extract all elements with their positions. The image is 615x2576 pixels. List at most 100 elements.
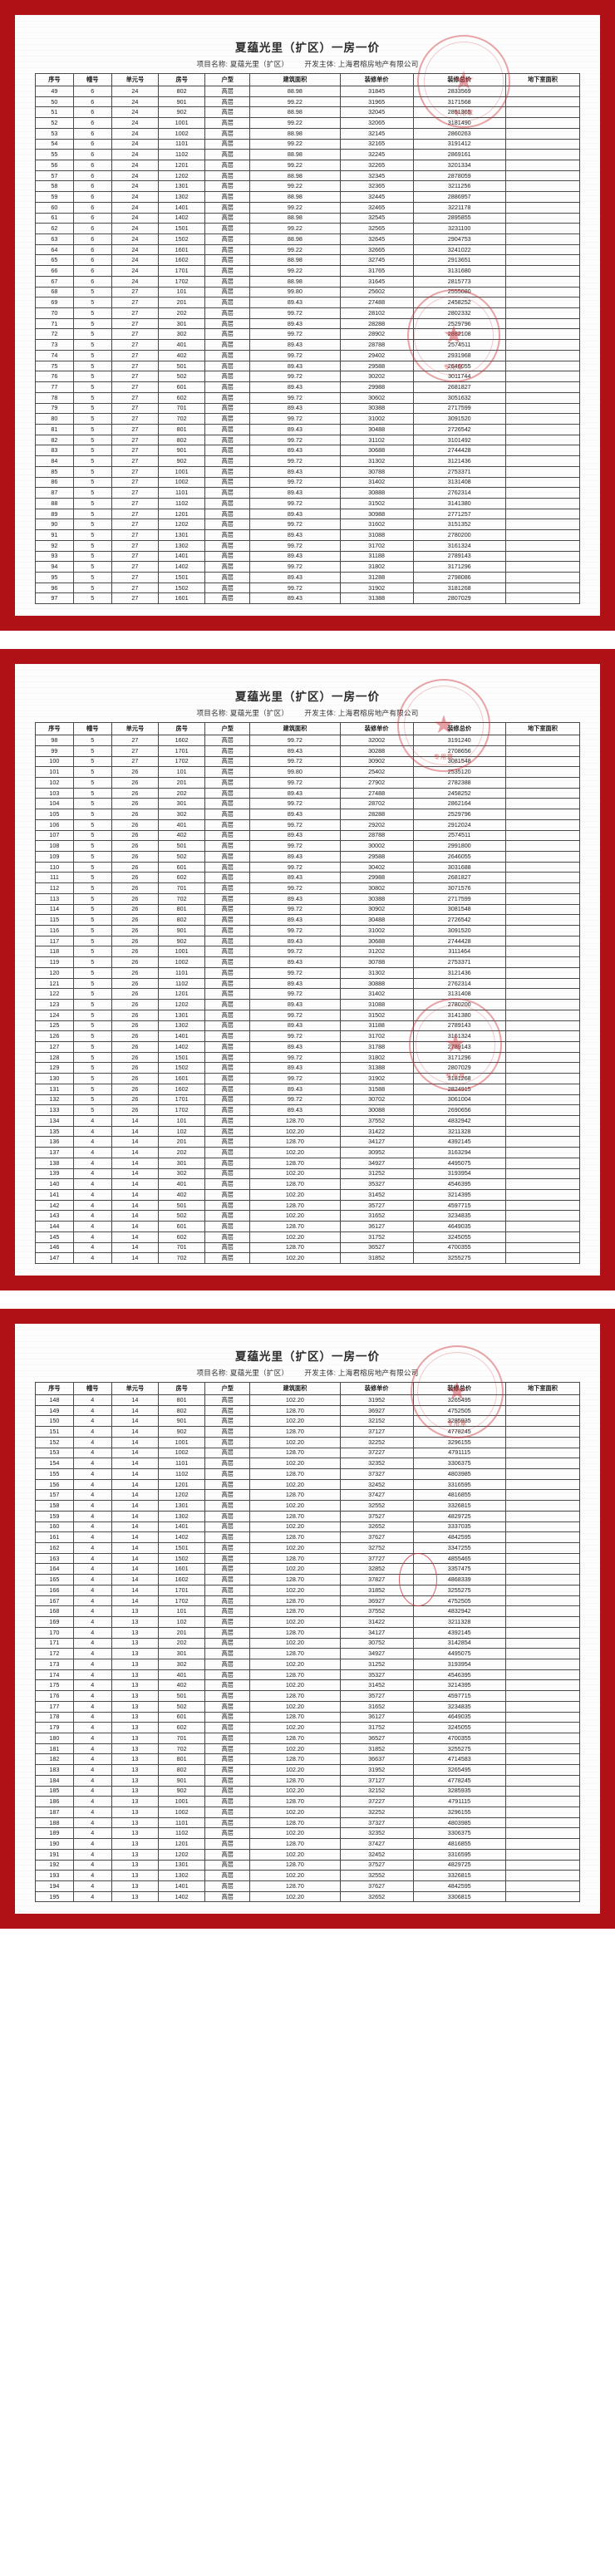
table-row: 75 5 27 501 高层 89.43 29588 2646055 xyxy=(35,360,581,372)
cell-户型: 高层 xyxy=(204,1447,251,1459)
table-row: 180 4 13 701 高层 128.70 36527 4700355 xyxy=(35,1732,581,1744)
table-head: 序号 幢号 单元号 房号 户型 建筑面积 装修单价 装修总价 地下室面积 xyxy=(35,722,581,736)
cell-户型: 高层 xyxy=(204,956,251,968)
cell-地下室面积 xyxy=(504,519,581,531)
cell-地下室面积 xyxy=(504,497,581,509)
cell-户型: 高层 xyxy=(204,1241,251,1254)
cell-地下室面积 xyxy=(504,413,581,425)
cell-建筑面积: 128.70 xyxy=(249,1468,341,1480)
cell-户型: 高层 xyxy=(204,999,251,1010)
cell-户型: 高层 xyxy=(204,180,251,193)
cell-装修单价: 31422 xyxy=(339,1616,414,1628)
cell-序号: 82 xyxy=(35,434,74,446)
cell-单元号: 26 xyxy=(111,999,160,1010)
cell-装修总价: 2753371 xyxy=(412,956,506,968)
cell-户型: 高层 xyxy=(204,1020,251,1032)
cell-幢号: 6 xyxy=(72,96,112,108)
cell-单元号: 24 xyxy=(111,243,160,256)
cell-房号: 1602 xyxy=(158,1083,206,1095)
cell-装修单价: 32552 xyxy=(339,1500,414,1512)
cell-装修总价: 2646055 xyxy=(412,360,506,372)
cell-装修总价: 3296155 xyxy=(412,1807,506,1818)
cell-装修总价: 3326815 xyxy=(412,1870,506,1882)
cell-地下室面积 xyxy=(504,1040,581,1053)
cell-序号: 173 xyxy=(35,1658,74,1670)
cell-地下室面积 xyxy=(504,1859,581,1871)
cell-装修单价: 37827 xyxy=(339,1574,414,1585)
cell-单元号: 14 xyxy=(111,1531,160,1544)
cell-装修总价: 3306375 xyxy=(412,1458,506,1469)
cell-幢号: 5 xyxy=(72,297,112,309)
cell-序号: 176 xyxy=(35,1690,74,1702)
cell-户型: 高层 xyxy=(204,1073,251,1084)
column-header-0: 序号 xyxy=(35,73,74,86)
cell-房号: 402 xyxy=(158,349,206,361)
cell-幢号: 4 xyxy=(72,1796,112,1807)
cell-装修单价: 28788 xyxy=(339,829,414,842)
table-row: 150 4 14 901 高层 102.20 32152 3285935 xyxy=(35,1415,581,1428)
column-header-0: 序号 xyxy=(35,1382,74,1395)
cell-建筑面积: 128.70 xyxy=(249,1157,341,1169)
cell-房号: 1402 xyxy=(158,212,206,224)
cell-幢号: 4 xyxy=(72,1637,112,1649)
cell-地下室面积 xyxy=(504,265,581,277)
cell-户型: 高层 xyxy=(204,1168,251,1180)
cell-地下室面积 xyxy=(504,1125,581,1138)
table-row: 125 5 26 1302 高层 89.43 31188 2789143 xyxy=(35,1020,581,1032)
cell-装修总价: 4803985 xyxy=(412,1468,506,1480)
cell-单元号: 13 xyxy=(111,1711,160,1723)
cell-建筑面积: 128.70 xyxy=(249,1732,341,1744)
cell-装修总价: 4649035 xyxy=(412,1221,506,1232)
cell-单元号: 26 xyxy=(111,977,160,990)
table-row: 68 5 27 101 高层 99.80 25602 2555080 xyxy=(35,286,581,298)
cell-单元号: 13 xyxy=(111,1880,160,1892)
table-row: 155 4 14 1102 高层 128.70 37327 4803985 xyxy=(35,1468,581,1480)
cell-房号: 502 xyxy=(158,1210,206,1222)
cell-幢号: 5 xyxy=(72,339,112,351)
cell-幢号: 5 xyxy=(72,988,112,1000)
cell-地下室面积 xyxy=(504,1658,581,1670)
cell-单元号: 24 xyxy=(111,212,160,224)
cell-序号: 71 xyxy=(35,317,74,330)
cell-建筑面积: 88.98 xyxy=(249,85,341,97)
cell-单元号: 27 xyxy=(111,508,160,520)
cell-单元号: 14 xyxy=(111,1458,160,1469)
cell-建筑面积: 99.72 xyxy=(249,434,341,446)
cell-建筑面积: 128.70 xyxy=(249,1136,341,1148)
cell-序号: 128 xyxy=(35,1051,74,1064)
cell-地下室面积 xyxy=(504,1147,581,1158)
cell-地下室面积 xyxy=(504,809,581,820)
cell-地下室面积 xyxy=(504,561,581,573)
cell-地下室面积 xyxy=(504,787,581,799)
table-row: 167 4 14 1702 高层 128.70 36927 4752505 xyxy=(35,1595,581,1607)
cell-装修单价: 34927 xyxy=(339,1157,414,1169)
cell-房号: 1302 xyxy=(158,1020,206,1032)
cell-建筑面积: 102.20 xyxy=(249,1394,341,1406)
cell-序号: 187 xyxy=(35,1807,74,1818)
cell-建筑面积: 99.72 xyxy=(249,519,341,531)
cell-装修单价: 31102 xyxy=(339,434,414,446)
cell-单元号: 14 xyxy=(111,1189,160,1201)
cell-装修单价: 31752 xyxy=(339,1231,414,1243)
table-row: 56 6 24 1201 高层 99.22 32265 3201334 xyxy=(35,159,581,171)
cell-装修单价: 37327 xyxy=(339,1816,414,1829)
cell-单元号: 26 xyxy=(111,829,160,842)
cell-序号: 153 xyxy=(35,1447,74,1459)
cell-装修总价: 4495075 xyxy=(412,1648,506,1659)
cell-建筑面积: 89.43 xyxy=(249,872,341,884)
cell-单元号: 14 xyxy=(111,1426,160,1438)
cell-装修单价: 30888 xyxy=(339,977,414,990)
cell-户型: 高层 xyxy=(204,1426,251,1438)
cell-建筑面积: 88.98 xyxy=(249,191,341,203)
cell-单元号: 27 xyxy=(111,381,160,393)
cell-装修总价: 2762314 xyxy=(412,977,506,990)
cell-地下室面积 xyxy=(504,275,581,288)
cell-装修总价: 4832942 xyxy=(412,1605,506,1618)
cell-装修单价: 32165 xyxy=(339,138,414,150)
cell-房号: 902 xyxy=(158,935,206,947)
cell-户型: 高层 xyxy=(204,529,251,541)
cell-房号: 1101 xyxy=(158,966,206,979)
cell-序号: 52 xyxy=(35,117,74,129)
cell-单元号: 14 xyxy=(111,1136,160,1148)
cell-幢号: 4 xyxy=(72,1743,112,1755)
